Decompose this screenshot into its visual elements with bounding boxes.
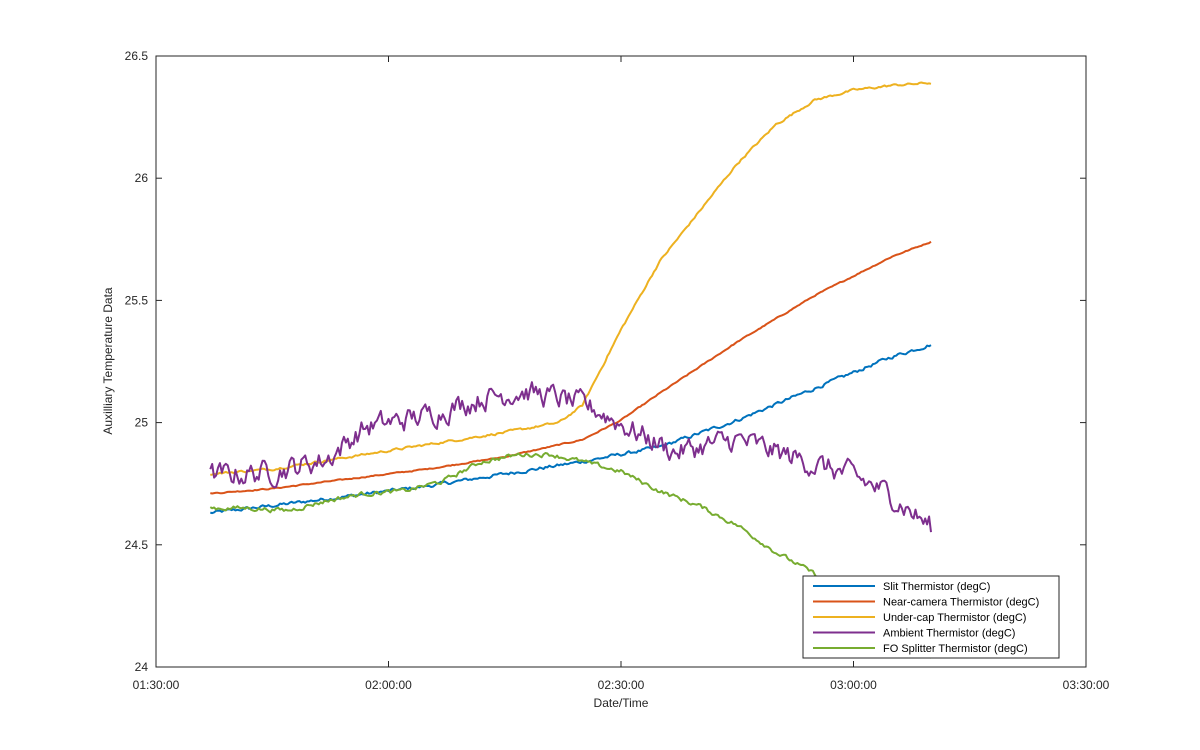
legend-entry: Slit Thermistor (degC): [883, 581, 990, 593]
y-axis: 24 24.5 25 25.5 26 26.5: [125, 49, 1086, 674]
series-line-1: [210, 344, 932, 515]
x-tick-label: 03:00:00: [830, 678, 877, 692]
plot-series-group: [209, 81, 932, 659]
x-tick-label: 02:00:00: [365, 678, 412, 692]
y-tick-label: 25.5: [125, 293, 149, 307]
series-line-4: [209, 381, 932, 533]
plot-frame: [155, 55, 1087, 668]
y-tick-label: 24.5: [125, 538, 149, 552]
x-tick-label: 03:30:00: [1063, 678, 1110, 692]
x-tick-label: 01:30:00: [133, 678, 180, 692]
y-tick-label: 25: [135, 416, 149, 430]
y-tick-label: 26: [135, 171, 149, 185]
y-axis-label: Auxilliary Temperature Data: [101, 287, 115, 435]
series-line-2: [210, 240, 932, 495]
x-tick-label: 02:30:00: [598, 678, 645, 692]
legend-entry: Near-camera Thermistor (degC): [883, 597, 1039, 609]
legend-entry: Under-cap Thermistor (degC): [883, 612, 1026, 624]
series-line-3: [210, 81, 932, 476]
legend: Slit Thermistor (degC) Near-camera Thermi…: [802, 575, 1060, 659]
y-tick-label: 24: [135, 660, 149, 674]
x-axis: 01:30:00 02:00:00 02:30:00 03:00:00 03:30:00: [133, 56, 1110, 692]
legend-entry: Ambient Thermistor (degC): [883, 628, 1015, 640]
legend-entry: FO Splitter Thermistor (degC): [883, 643, 1028, 655]
series-line-5: [209, 452, 932, 659]
y-tick-label: 26.5: [125, 49, 149, 63]
x-axis-label: Date/Time: [594, 696, 649, 710]
